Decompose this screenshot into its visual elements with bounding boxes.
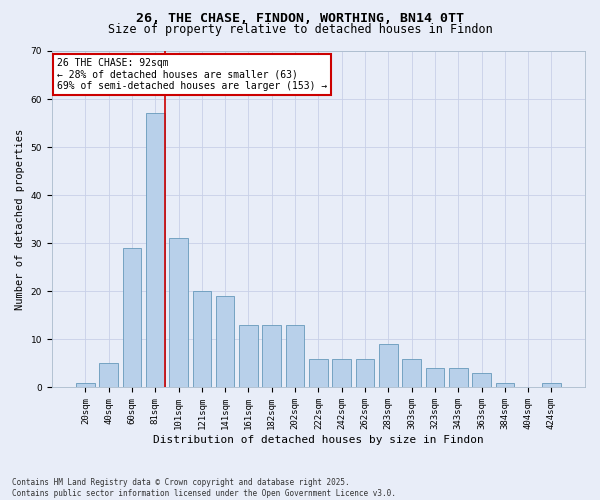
Bar — [402, 358, 421, 388]
Bar — [193, 292, 211, 388]
Bar — [356, 358, 374, 388]
Bar — [309, 358, 328, 388]
Y-axis label: Number of detached properties: Number of detached properties — [15, 128, 25, 310]
Bar — [425, 368, 444, 388]
Bar — [216, 296, 235, 388]
Bar — [449, 368, 467, 388]
Bar — [496, 382, 514, 388]
Bar — [379, 344, 398, 388]
Bar — [100, 364, 118, 388]
Bar — [76, 382, 95, 388]
Bar — [146, 114, 164, 388]
Text: Size of property relative to detached houses in Findon: Size of property relative to detached ho… — [107, 22, 493, 36]
Bar — [239, 325, 258, 388]
Bar — [169, 238, 188, 388]
Text: 26 THE CHASE: 92sqm
← 28% of detached houses are smaller (63)
69% of semi-detach: 26 THE CHASE: 92sqm ← 28% of detached ho… — [57, 58, 328, 91]
X-axis label: Distribution of detached houses by size in Findon: Distribution of detached houses by size … — [153, 435, 484, 445]
Bar — [122, 248, 141, 388]
Text: Contains HM Land Registry data © Crown copyright and database right 2025.
Contai: Contains HM Land Registry data © Crown c… — [12, 478, 396, 498]
Text: 26, THE CHASE, FINDON, WORTHING, BN14 0TT: 26, THE CHASE, FINDON, WORTHING, BN14 0T… — [136, 12, 464, 26]
Bar — [332, 358, 351, 388]
Bar — [472, 373, 491, 388]
Bar — [542, 382, 561, 388]
Bar — [286, 325, 304, 388]
Bar — [262, 325, 281, 388]
